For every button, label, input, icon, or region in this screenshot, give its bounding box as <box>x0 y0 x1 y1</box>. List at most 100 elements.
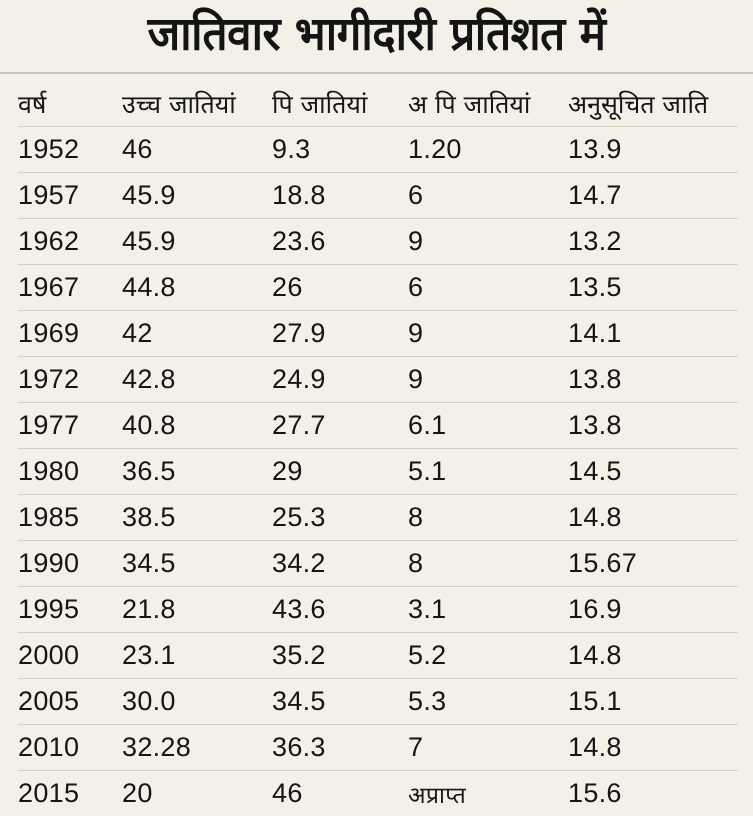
cell-scheduled-castes: 15.67 <box>568 541 738 587</box>
cell-backward-castes: 24.9 <box>272 357 408 403</box>
column-header-most-backward-castes: अ पि जातियां <box>408 82 568 127</box>
data-table: वर्ष उच्च जातियां पि जातियां अ पि जातिया… <box>18 82 738 816</box>
cell-year: 1957 <box>18 173 122 219</box>
cell-upper-castes: 23.1 <box>122 633 272 679</box>
cell-year: 1972 <box>18 357 122 403</box>
cell-backward-castes: 9.3 <box>272 127 408 173</box>
cell-upper-castes: 20 <box>122 771 272 816</box>
cell-scheduled-castes: 16.9 <box>568 587 738 633</box>
cell-scheduled-castes: 14.8 <box>568 633 738 679</box>
cell-scheduled-castes: 13.8 <box>568 357 738 403</box>
cell-most-backward-castes: 6 <box>408 173 568 219</box>
cell-year: 2010 <box>18 725 122 771</box>
cell-most-backward-castes: 5.2 <box>408 633 568 679</box>
cell-scheduled-castes: 14.5 <box>568 449 738 495</box>
header-row: वर्ष उच्च जातियां पि जातियां अ पि जातिया… <box>18 82 738 127</box>
cell-backward-castes: 27.7 <box>272 403 408 449</box>
cell-year: 2015 <box>18 771 122 816</box>
cell-year: 1995 <box>18 587 122 633</box>
title-divider <box>0 72 753 74</box>
cell-scheduled-castes: 14.1 <box>568 311 738 357</box>
cell-most-backward-castes: 8 <box>408 541 568 587</box>
column-header-backward-castes: पि जातियां <box>272 82 408 127</box>
cell-scheduled-castes: 13.2 <box>568 219 738 265</box>
cell-year: 2005 <box>18 679 122 725</box>
cell-most-backward-castes: 6.1 <box>408 403 568 449</box>
cell-year: 1962 <box>18 219 122 265</box>
cell-scheduled-castes: 14.8 <box>568 495 738 541</box>
cell-backward-castes: 29 <box>272 449 408 495</box>
cell-backward-castes: 26 <box>272 265 408 311</box>
cell-upper-castes: 21.8 <box>122 587 272 633</box>
cell-backward-castes: 36.3 <box>272 725 408 771</box>
cell-most-backward-castes: अप्राप्त <box>408 771 568 816</box>
cell-year: 1977 <box>18 403 122 449</box>
cell-scheduled-castes: 13.5 <box>568 265 738 311</box>
cell-upper-castes: 45.9 <box>122 219 272 265</box>
cell-most-backward-castes: 5.3 <box>408 679 568 725</box>
cell-most-backward-castes: 3.1 <box>408 587 568 633</box>
cell-upper-castes: 38.5 <box>122 495 272 541</box>
column-header-year: वर्ष <box>18 82 122 127</box>
cell-most-backward-castes: 9 <box>408 357 568 403</box>
cell-upper-castes: 42 <box>122 311 272 357</box>
cell-backward-castes: 27.9 <box>272 311 408 357</box>
cell-upper-castes: 36.5 <box>122 449 272 495</box>
cell-backward-castes: 23.6 <box>272 219 408 265</box>
cell-year: 1985 <box>18 495 122 541</box>
cell-most-backward-castes: 6 <box>408 265 568 311</box>
cell-most-backward-castes: 1.20 <box>408 127 568 173</box>
cell-backward-castes: 46 <box>272 771 408 816</box>
cell-backward-castes: 25.3 <box>272 495 408 541</box>
cell-upper-castes: 32.28 <box>122 725 272 771</box>
cell-most-backward-castes: 5.1 <box>408 449 568 495</box>
cell-year: 1967 <box>18 265 122 311</box>
cell-year: 1952 <box>18 127 122 173</box>
cell-upper-castes: 46 <box>122 127 272 173</box>
cell-scheduled-castes: 15.6 <box>568 771 738 816</box>
cell-most-backward-castes: 8 <box>408 495 568 541</box>
chart-title: जातिवार भागीदारी प्रतिशत में <box>0 2 753 67</box>
column-header-scheduled-castes: अनुसूचित जाति <box>568 82 738 127</box>
cell-upper-castes: 40.8 <box>122 403 272 449</box>
cell-upper-castes: 44.8 <box>122 265 272 311</box>
cell-scheduled-castes: 13.8 <box>568 403 738 449</box>
cell-year: 1969 <box>18 311 122 357</box>
cell-backward-castes: 34.2 <box>272 541 408 587</box>
column-header-upper-castes: उच्च जातियां <box>122 82 272 127</box>
cell-most-backward-castes: 7 <box>408 725 568 771</box>
cell-backward-castes: 34.5 <box>272 679 408 725</box>
cell-upper-castes: 42.8 <box>122 357 272 403</box>
cell-backward-castes: 18.8 <box>272 173 408 219</box>
cell-scheduled-castes: 13.9 <box>568 127 738 173</box>
cell-scheduled-castes: 15.1 <box>568 679 738 725</box>
cell-backward-castes: 35.2 <box>272 633 408 679</box>
cell-upper-castes: 34.5 <box>122 541 272 587</box>
cell-year: 1980 <box>18 449 122 495</box>
cell-most-backward-castes: 9 <box>408 311 568 357</box>
cell-scheduled-castes: 14.7 <box>568 173 738 219</box>
cell-scheduled-castes: 14.8 <box>568 725 738 771</box>
cell-upper-castes: 45.9 <box>122 173 272 219</box>
cell-year: 1990 <box>18 541 122 587</box>
cell-year: 2000 <box>18 633 122 679</box>
cell-backward-castes: 43.6 <box>272 587 408 633</box>
cell-upper-castes: 30.0 <box>122 679 272 725</box>
